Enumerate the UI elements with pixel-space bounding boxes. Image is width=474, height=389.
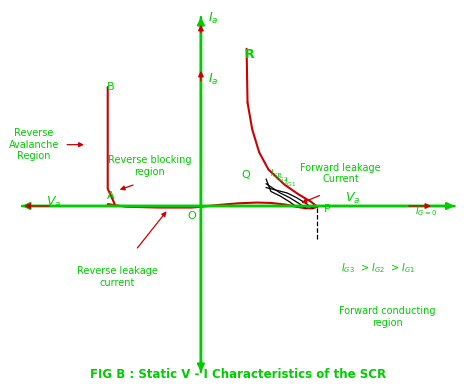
Text: $I_{G2}$: $I_{G2}$: [276, 172, 289, 184]
Text: $I_{G3}$  > $I_{G2}$  > $I_{G1}$: $I_{G3}$ > $I_{G2}$ > $I_{G1}$: [341, 261, 415, 275]
Text: Reverse
Avalanche
Region: Reverse Avalanche Region: [9, 128, 59, 161]
Text: $I_{G3}$: $I_{G3}$: [270, 167, 282, 180]
Text: $I_a$: $I_a$: [208, 11, 219, 26]
Text: Forward conducting
region: Forward conducting region: [339, 307, 436, 328]
Text: FIG B : Static V - I Characteristics of the SCR: FIG B : Static V - I Characteristics of …: [90, 368, 386, 381]
Text: Reverse blocking
region: Reverse blocking region: [108, 155, 191, 177]
Text: B: B: [107, 82, 114, 92]
Text: $V_a$: $V_a$: [46, 194, 62, 210]
Text: P: P: [324, 204, 331, 214]
Text: $I_{G=0}$: $I_{G=0}$: [415, 204, 438, 218]
Text: $I_a$: $I_a$: [208, 72, 219, 87]
Text: R: R: [245, 48, 255, 61]
Text: Q: Q: [241, 170, 250, 180]
Text: $V_a$: $V_a$: [346, 191, 361, 206]
Text: A: A: [107, 191, 114, 201]
Text: Forward leakage
Current: Forward leakage Current: [301, 163, 381, 184]
Text: Reverse leakage
current: Reverse leakage current: [77, 266, 157, 288]
Text: O: O: [188, 210, 196, 221]
Text: $I_{G1}$: $I_{G1}$: [284, 176, 296, 189]
